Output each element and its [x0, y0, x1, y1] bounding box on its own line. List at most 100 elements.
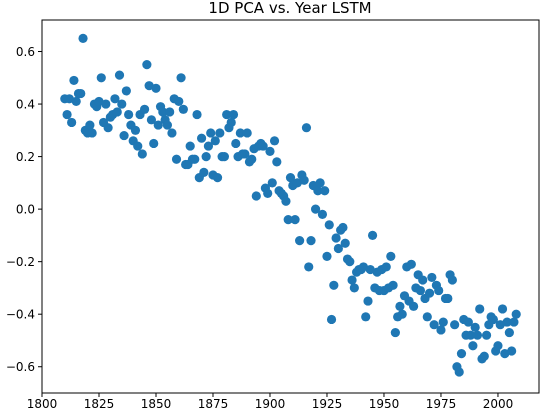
data-point [139, 104, 150, 114]
data-point [326, 314, 337, 325]
data-point [395, 301, 405, 311]
data-point [158, 107, 168, 117]
data-point [509, 317, 519, 327]
data-point [397, 309, 407, 319]
data-point [310, 204, 321, 214]
data-point [174, 96, 184, 107]
data-point [117, 99, 127, 109]
data-point [71, 96, 81, 107]
data-point [167, 128, 177, 138]
y-tick-label: −0.4 [6, 308, 35, 322]
data-point [424, 288, 435, 298]
data-point [320, 186, 330, 196]
data-point [137, 149, 147, 159]
data-point [165, 107, 175, 117]
x-axis-ticks: 1800 1825 1850 1875 1900 1925 1950 1975 2000 [27, 393, 513, 410]
data-point [497, 304, 508, 314]
data-point [212, 173, 223, 183]
data-point [338, 222, 348, 233]
data-point [199, 167, 209, 177]
data-point [142, 60, 152, 70]
data-point [146, 115, 157, 125]
data-point [133, 141, 143, 151]
x-tick-label: 1925 [312, 397, 343, 410]
data-point [333, 243, 343, 254]
data-point [301, 123, 312, 133]
data-point [269, 136, 280, 146]
data-point [258, 141, 268, 151]
data-point [185, 141, 195, 151]
x-tick-label: 1900 [255, 397, 286, 410]
data-point [78, 33, 88, 43]
data-point [363, 296, 373, 306]
data-point [304, 262, 314, 272]
data-point [124, 109, 134, 120]
data-point [67, 117, 77, 128]
data-point [388, 280, 398, 290]
data-point [466, 330, 476, 340]
data-point [121, 86, 131, 96]
data-point [299, 175, 309, 185]
data-point [475, 304, 485, 314]
data-point [247, 154, 257, 164]
data-points [60, 33, 521, 377]
x-tick-label: 1975 [426, 397, 457, 410]
data-point [313, 186, 323, 196]
data-point [479, 351, 489, 361]
data-point [436, 325, 446, 335]
data-point [242, 128, 252, 138]
data-point [493, 341, 503, 351]
data-point [110, 94, 120, 104]
data-point [434, 285, 444, 296]
data-point [361, 312, 371, 322]
data-point [322, 251, 332, 262]
data-point [201, 151, 211, 162]
data-point [192, 109, 202, 120]
data-point [231, 138, 241, 149]
data-point [119, 130, 129, 141]
data-point [331, 233, 341, 243]
data-point [345, 257, 355, 267]
data-point [386, 251, 396, 262]
data-point [406, 259, 416, 269]
y-tick-label: −0.2 [6, 255, 35, 269]
data-point [153, 120, 163, 130]
data-point [443, 293, 453, 304]
data-point [422, 312, 432, 322]
data-point [171, 154, 182, 164]
y-tick-label: −0.6 [6, 360, 35, 374]
data-point [87, 128, 97, 138]
data-point [507, 346, 517, 356]
data-point [504, 327, 514, 338]
data-point [324, 220, 334, 230]
data-point [96, 73, 106, 83]
data-point [511, 309, 521, 319]
x-tick-label: 1950 [369, 397, 400, 410]
data-point [267, 178, 277, 188]
data-point [390, 327, 400, 338]
data-point [178, 104, 188, 114]
data-point [206, 128, 216, 138]
data-point [281, 196, 291, 206]
data-point [429, 320, 439, 330]
data-point [438, 317, 448, 327]
data-point [472, 330, 483, 340]
y-tick-label: 0.2 [16, 150, 35, 164]
data-point [62, 109, 72, 120]
data-point [85, 120, 95, 130]
data-point [240, 149, 250, 159]
data-point [470, 322, 480, 332]
y-axis-ticks: −0.6 −0.4 −0.2 0.0 0.2 0.4 0.6 [6, 45, 42, 374]
data-point [409, 301, 419, 311]
data-point [381, 262, 391, 272]
data-point [415, 285, 426, 296]
x-tick-label: 1850 [141, 397, 172, 410]
x-tick-label: 1875 [198, 397, 229, 410]
data-point [251, 191, 261, 201]
data-point [228, 109, 239, 120]
data-point [151, 83, 161, 93]
data-point [468, 341, 478, 351]
data-point [162, 120, 172, 130]
data-point [69, 75, 79, 86]
